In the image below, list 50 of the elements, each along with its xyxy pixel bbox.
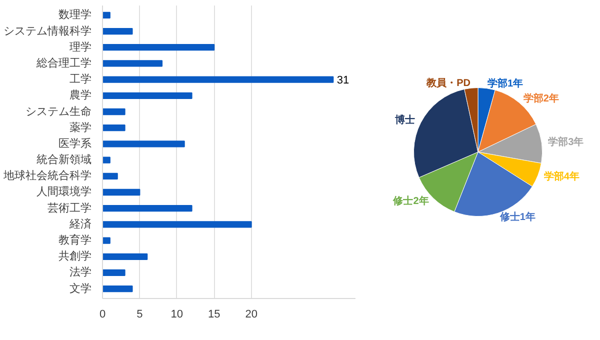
x-tick-label: 15 — [208, 308, 220, 320]
y-tick-label: システム生命 — [26, 104, 92, 118]
slice-label: 教員・PD — [426, 77, 470, 90]
slice-label: 学部2年 — [523, 92, 559, 105]
bar — [102, 92, 192, 99]
y-tick-label: 統合新領域 — [36, 153, 92, 166]
y-tick-label: 経済 — [68, 217, 92, 230]
x-tick-label: 5 — [136, 308, 143, 320]
bar — [102, 108, 126, 116]
y-tick-label: 教育学 — [58, 234, 92, 247]
bar — [102, 221, 252, 228]
data-label: 31 — [336, 74, 350, 87]
y-tick-label: 医学系 — [58, 136, 92, 150]
bar — [102, 76, 334, 83]
y-tick-label: 文学 — [70, 282, 92, 295]
slice-label: 修士2年 — [392, 194, 429, 207]
bar — [102, 188, 140, 196]
y-tick-label: 農学 — [70, 88, 92, 102]
slice-label: 修士1年 — [498, 210, 536, 223]
slice-label: 学部3年 — [548, 136, 584, 148]
y-tick-label: 理学 — [70, 41, 92, 54]
y-tick-label: 薬学 — [70, 120, 92, 134]
y-tick-label: 人間環境学 — [36, 185, 92, 198]
x-tick-label: 10 — [170, 308, 184, 320]
bar — [102, 156, 110, 164]
bar — [102, 28, 133, 35]
x-tick-label: 20 — [245, 308, 258, 320]
x-tick-label: 0 — [99, 308, 106, 320]
bar — [102, 253, 148, 260]
y-tick-label: システム情報科学 — [4, 24, 92, 38]
bar — [102, 286, 133, 292]
bar — [102, 140, 185, 148]
y-tick-label: 芸術工学 — [48, 201, 92, 214]
bar — [102, 44, 215, 51]
bar — [102, 269, 126, 276]
bar — [102, 237, 110, 244]
y-tick-label: 工学 — [70, 74, 92, 86]
bar — [102, 60, 163, 67]
y-tick-label: 数理学 — [58, 9, 92, 22]
y-tick-label: 総合理工学 — [36, 56, 92, 70]
bar — [102, 172, 118, 180]
slice-label: 学部1年 — [488, 77, 524, 90]
y-tick-label: 共創学 — [58, 250, 92, 263]
y-tick-label: 地球社会統合科学 — [2, 169, 92, 182]
slice-label: 学部4年 — [544, 170, 580, 182]
y-tick-label: 法学 — [70, 266, 92, 279]
bar — [102, 12, 110, 18]
slice-label: 博士 — [394, 114, 416, 126]
bar — [102, 205, 192, 212]
bar — [102, 124, 126, 132]
